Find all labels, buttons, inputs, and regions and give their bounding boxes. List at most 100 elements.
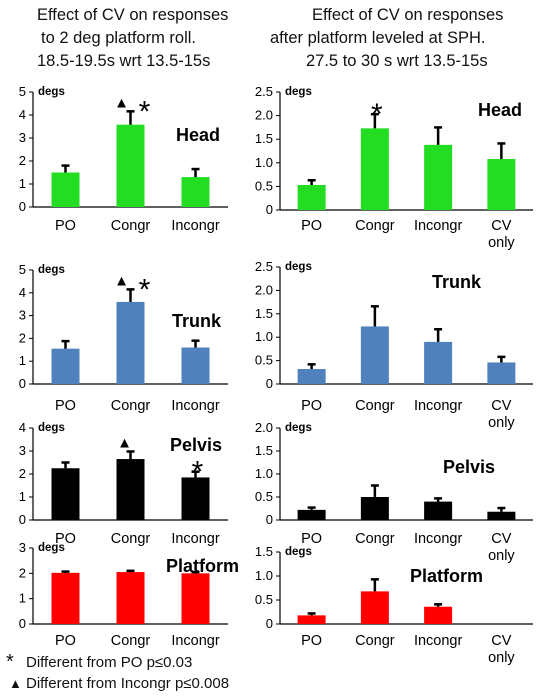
y-tick-label: 2.5 — [255, 259, 273, 274]
y-tick-label: 1 — [19, 176, 26, 191]
y-tick-label: 1.0 — [255, 155, 273, 170]
bar-congr — [116, 124, 145, 207]
x-tick-label: PO — [55, 633, 76, 649]
chart-platform-left: 0 1 2 3 degs Platform PO Congr Incongr — [19, 540, 239, 649]
x-tick-label: PO — [55, 398, 76, 414]
y-tick-label: 1 — [19, 353, 26, 368]
y-tick-label: 1.5 — [255, 306, 273, 321]
bar-cv-only — [487, 362, 516, 384]
y-tick-label: 1.5 — [255, 443, 273, 458]
y-axis-label: degs — [285, 261, 312, 273]
y-tick-label: 0.5 — [255, 178, 273, 193]
y-tick-label: 2.0 — [255, 282, 273, 297]
chart-head-left: 0 1 2 3 4 5 degs Head PO Congr ▲ * Incongr — [19, 84, 228, 234]
triangle-marker: ▲ — [114, 94, 129, 111]
bar-incongr — [181, 477, 210, 520]
x-tick-label: CV — [491, 398, 511, 414]
bar-incongr — [181, 177, 210, 207]
y-tick-label: 0.5 — [255, 489, 273, 504]
triangle-symbol: ▲ — [9, 676, 22, 691]
y-tick-label: 3 — [19, 443, 26, 458]
y-tick-label: 0.5 — [255, 353, 273, 368]
chart-pelvis-left: 0 1 2 3 4 degs Pelvis PO Congr ▲ Incongr * — [19, 420, 228, 547]
x-tick-label: Incongr — [171, 531, 220, 547]
x-tick-label: Congr — [355, 218, 395, 234]
bar-po — [297, 369, 326, 384]
right-title-line-2: after platform leveled at SPH. — [270, 29, 486, 47]
x-tick-label: PO — [301, 531, 322, 547]
bar-po — [51, 468, 80, 520]
x-tick-label: CV — [491, 531, 511, 547]
y-tick-label: 2 — [19, 330, 26, 345]
y-tick-label: 1 — [19, 591, 26, 606]
y-tick-label: 2 — [19, 153, 26, 168]
bar-congr — [116, 572, 145, 624]
panel-title: Platform — [410, 566, 483, 586]
y-tick-label: 4 — [19, 420, 26, 435]
x-tick-label: Congr — [111, 531, 151, 547]
y-tick-label: 0 — [19, 512, 26, 527]
legend-star-row: * Different from PO p≤0.03 — [6, 652, 229, 673]
y-tick-label: 3 — [19, 540, 26, 555]
y-axis-label: degs — [38, 542, 65, 554]
x-tick-label: Incongr — [414, 633, 463, 649]
y-axis-label: degs — [285, 86, 312, 98]
chart-trunk-left: 0 1 2 3 4 5 degs Trunk PO Congr ▲ * Incongr — [19, 262, 228, 414]
y-tick-label: 0 — [266, 512, 273, 527]
y-axis-label: degs — [38, 86, 65, 98]
y-tick-label: 0 — [19, 199, 26, 214]
x-tick-label: only — [488, 548, 515, 564]
bar-cv-only — [487, 159, 516, 210]
bar-congr — [116, 301, 145, 384]
y-tick-label: 2.5 — [255, 84, 273, 99]
y-tick-label: 4 — [19, 285, 26, 300]
x-tick-label: Congr — [355, 531, 395, 547]
bar-po — [51, 172, 80, 207]
x-tick-label: Incongr — [414, 398, 463, 414]
x-tick-label: Incongr — [414, 531, 463, 547]
panel-title: Head — [176, 125, 220, 145]
x-tick-label: PO — [55, 531, 76, 547]
chart-head-right: 0 0.5 1.0 1.5 2.0 2.5 degs Head PO Congr * Incongr C… — [255, 84, 533, 251]
bar-cv-only — [487, 511, 516, 520]
y-axis-label: degs — [285, 422, 312, 434]
bar-incongr — [424, 341, 453, 384]
y-axis-label: degs — [38, 422, 65, 434]
bar-po — [297, 509, 326, 520]
x-tick-label: only — [488, 235, 515, 251]
bar-incongr — [424, 144, 453, 210]
x-tick-label: Incongr — [171, 218, 220, 234]
y-axis-label: degs — [38, 264, 65, 276]
y-tick-label: 1.0 — [255, 466, 273, 481]
y-tick-label: 5 — [19, 262, 26, 277]
x-tick-label: Congr — [111, 398, 151, 414]
legend-triangle-row: ▲ Different from Incongr p≤0.008 — [6, 673, 229, 694]
star-marker: * — [139, 273, 151, 306]
legend: * Different from PO p≤0.03 ▲ Different f… — [6, 652, 229, 694]
x-tick-label: only — [488, 650, 515, 666]
y-tick-label: 1.5 — [255, 131, 273, 146]
left-title-line-2: to 2 deg platform roll. — [41, 29, 196, 47]
panel-title: Platform — [166, 556, 239, 576]
panel-title: Trunk — [172, 311, 222, 331]
x-tick-label: Incongr — [414, 218, 463, 234]
y-tick-label: 4 — [19, 107, 26, 122]
x-tick-label: only — [488, 415, 515, 431]
legend-star-text: Different from PO p≤0.03 — [26, 654, 193, 671]
panel-title: Pelvis — [443, 457, 495, 477]
x-tick-label: PO — [301, 398, 322, 414]
x-tick-label: PO — [301, 633, 322, 649]
x-tick-label: Congr — [111, 218, 151, 234]
chart-pelvis-right: 0 0.5 1.0 1.5 2.0 degs Pelvis PO Congr Incongr CVo… — [255, 420, 533, 564]
y-tick-label: 1 — [19, 489, 26, 504]
x-tick-label: Incongr — [171, 633, 220, 649]
triangle-marker: ▲ — [117, 434, 132, 451]
panel-title: Trunk — [432, 272, 482, 292]
y-axis-label: degs — [285, 546, 312, 558]
star-marker: * — [139, 95, 151, 128]
y-tick-label: 0 — [266, 202, 273, 217]
x-tick-label: PO — [301, 218, 322, 234]
right-title-line-3: 27.5 to 30 s wrt 13.5-15s — [306, 52, 488, 70]
